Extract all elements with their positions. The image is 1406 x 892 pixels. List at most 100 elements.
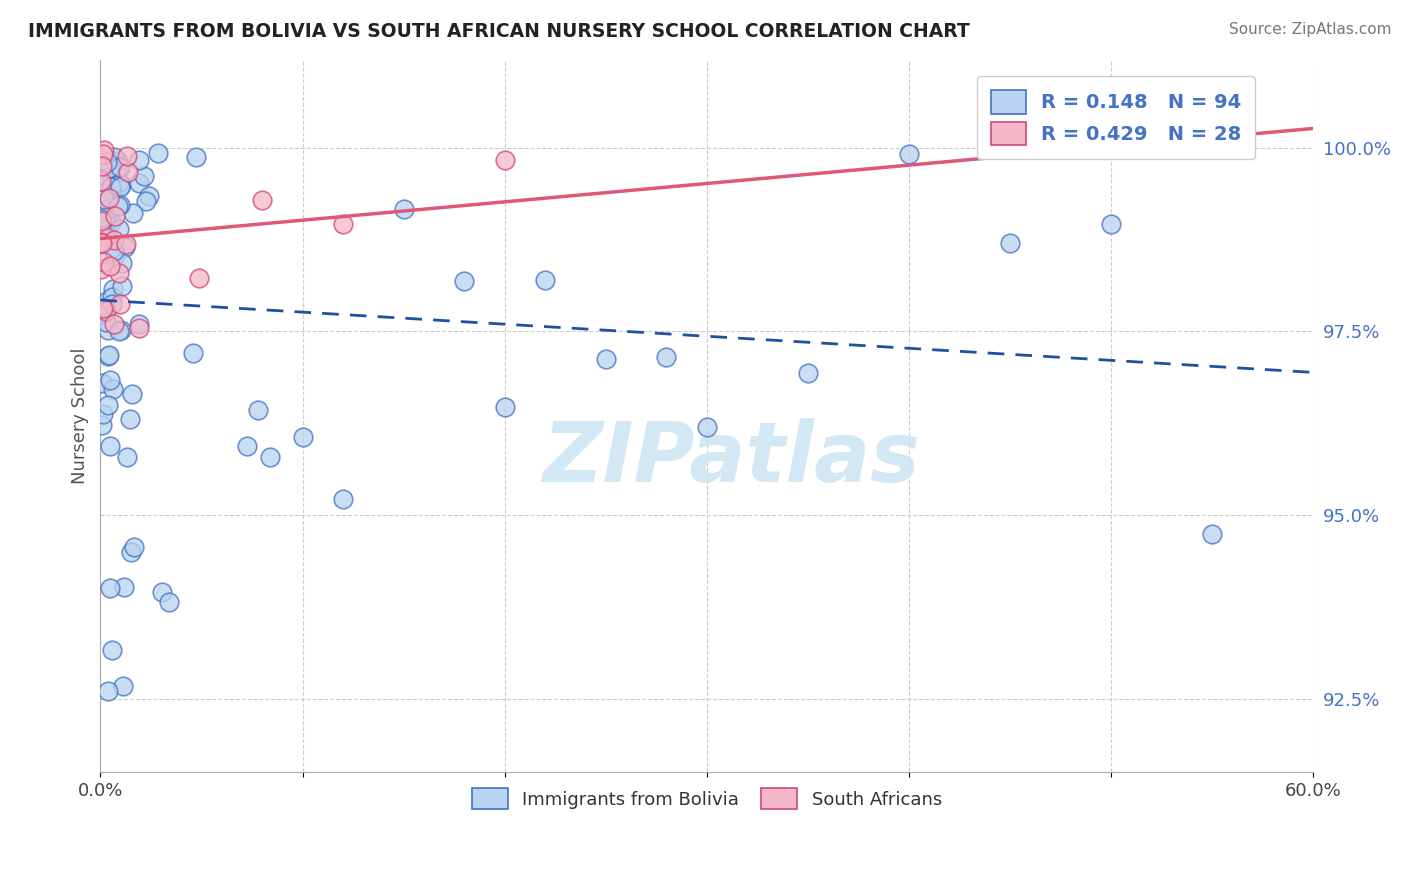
Point bbox=[115, 149, 138, 163]
Point bbox=[103, 150, 125, 164]
Point bbox=[797, 366, 820, 380]
Point bbox=[897, 147, 920, 161]
Point bbox=[259, 450, 281, 465]
Point bbox=[91, 301, 114, 315]
Point bbox=[291, 429, 314, 443]
Text: IMMIGRANTS FROM BOLIVIA VS SOUTH AFRICAN NURSERY SCHOOL CORRELATION CHART: IMMIGRANTS FROM BOLIVIA VS SOUTH AFRICAN… bbox=[28, 22, 970, 41]
Point bbox=[157, 595, 180, 609]
Point bbox=[115, 236, 138, 251]
Point bbox=[98, 259, 121, 273]
Point bbox=[98, 439, 121, 453]
Point bbox=[107, 161, 129, 175]
Point bbox=[103, 234, 125, 248]
Point bbox=[118, 411, 141, 425]
Point bbox=[90, 212, 112, 227]
Point bbox=[696, 419, 718, 434]
Point bbox=[98, 161, 121, 175]
Point bbox=[94, 213, 117, 227]
Point bbox=[93, 170, 115, 185]
Point bbox=[132, 169, 155, 184]
Point bbox=[111, 255, 134, 269]
Point bbox=[93, 254, 115, 268]
Point bbox=[187, 271, 209, 285]
Point bbox=[100, 582, 122, 596]
Point bbox=[90, 236, 112, 251]
Point bbox=[128, 153, 150, 167]
Point bbox=[97, 684, 120, 698]
Point bbox=[534, 273, 557, 287]
Point bbox=[90, 159, 112, 173]
Point bbox=[90, 235, 112, 250]
Point bbox=[128, 176, 150, 190]
Point bbox=[100, 161, 122, 175]
Text: Source: ZipAtlas.com: Source: ZipAtlas.com bbox=[1229, 22, 1392, 37]
Point bbox=[121, 206, 143, 220]
Point bbox=[93, 305, 115, 319]
Point bbox=[93, 192, 115, 206]
Point bbox=[453, 274, 475, 288]
Point bbox=[96, 227, 118, 241]
Point bbox=[108, 180, 131, 194]
Point bbox=[110, 178, 132, 192]
Point bbox=[108, 198, 131, 212]
Point bbox=[90, 202, 112, 216]
Point bbox=[96, 155, 118, 169]
Point bbox=[104, 209, 127, 223]
Point bbox=[250, 193, 273, 207]
Point bbox=[91, 147, 114, 161]
Point bbox=[138, 189, 160, 203]
Point bbox=[110, 161, 132, 175]
Point bbox=[100, 180, 122, 194]
Point bbox=[98, 192, 121, 206]
Point bbox=[332, 217, 354, 231]
Point bbox=[122, 540, 145, 554]
Point bbox=[184, 150, 207, 164]
Point bbox=[121, 386, 143, 401]
Point bbox=[392, 202, 415, 216]
Point bbox=[120, 545, 142, 559]
Point bbox=[150, 585, 173, 599]
Point bbox=[90, 174, 112, 188]
Point bbox=[494, 153, 516, 167]
Point bbox=[90, 262, 112, 277]
Point bbox=[90, 376, 112, 391]
Point bbox=[110, 323, 132, 337]
Point bbox=[90, 205, 112, 219]
Point bbox=[183, 346, 205, 360]
Point bbox=[101, 643, 124, 657]
Point bbox=[108, 222, 131, 236]
Point bbox=[97, 349, 120, 363]
Point bbox=[246, 403, 269, 417]
Point bbox=[94, 210, 117, 224]
Point bbox=[96, 303, 118, 318]
Point bbox=[117, 165, 139, 179]
Point bbox=[107, 175, 129, 189]
Point bbox=[1099, 217, 1122, 231]
Point bbox=[101, 382, 124, 396]
Point bbox=[108, 297, 131, 311]
Point bbox=[98, 373, 121, 387]
Point bbox=[595, 352, 617, 367]
Point bbox=[1201, 141, 1223, 155]
Y-axis label: Nursery School: Nursery School bbox=[72, 348, 89, 484]
Point bbox=[96, 315, 118, 329]
Point bbox=[104, 247, 127, 261]
Point bbox=[494, 401, 516, 415]
Point bbox=[135, 194, 157, 208]
Point bbox=[107, 154, 129, 169]
Point bbox=[111, 278, 134, 293]
Point bbox=[98, 155, 121, 169]
Point bbox=[1201, 526, 1223, 541]
Point bbox=[148, 145, 170, 160]
Point bbox=[107, 199, 129, 213]
Point bbox=[98, 347, 121, 361]
Point bbox=[100, 215, 122, 229]
Point bbox=[90, 213, 112, 227]
Point bbox=[101, 290, 124, 304]
Point bbox=[97, 398, 120, 412]
Point bbox=[97, 202, 120, 217]
Text: ZIPatlas: ZIPatlas bbox=[543, 418, 920, 500]
Point bbox=[90, 153, 112, 167]
Point bbox=[998, 235, 1021, 250]
Point bbox=[128, 317, 150, 331]
